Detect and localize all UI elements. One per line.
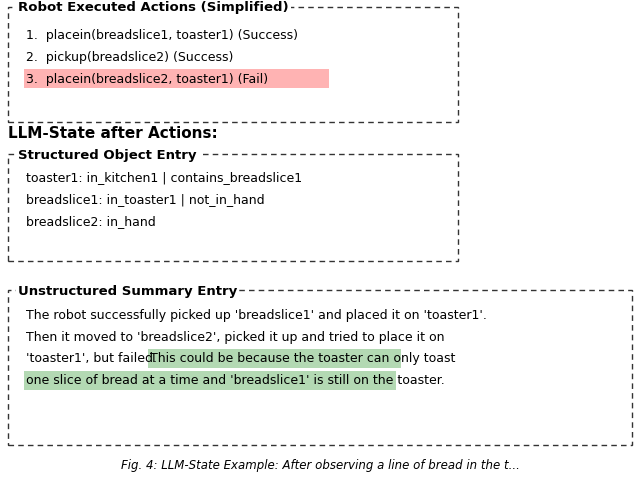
Text: 3.  placein(breadslice2, toaster1) (Fail): 3. placein(breadslice2, toaster1) (Fail)	[26, 72, 268, 85]
Text: Structured Object Entry: Structured Object Entry	[18, 148, 196, 161]
FancyBboxPatch shape	[24, 70, 329, 89]
FancyBboxPatch shape	[24, 371, 396, 390]
Text: Robot Executed Actions (Simplified): Robot Executed Actions (Simplified)	[18, 1, 289, 14]
Text: Unstructured Summary Entry: Unstructured Summary Entry	[18, 284, 237, 297]
Text: one slice of bread at a time and 'breadslice1' is still on the toaster.: one slice of bread at a time and 'breads…	[26, 374, 445, 387]
Text: toaster1: in_kitchen1 | contains_breadslice1: toaster1: in_kitchen1 | contains_breadsl…	[26, 171, 302, 184]
Text: The robot successfully picked up 'breadslice1' and placed it on 'toaster1'.: The robot successfully picked up 'breads…	[26, 308, 487, 321]
Text: Fig. 4: LLM-State Example: After observing a line of bread in the t...: Fig. 4: LLM-State Example: After observi…	[120, 458, 520, 471]
Text: 1.  placein(breadslice1, toaster1) (Success): 1. placein(breadslice1, toaster1) (Succe…	[26, 28, 298, 41]
Text: breadslice1: in_toaster1 | not_in_hand: breadslice1: in_toaster1 | not_in_hand	[26, 193, 264, 206]
Text: 'toaster1', but failed.: 'toaster1', but failed.	[26, 352, 161, 365]
Text: Then it moved to 'breadslice2', picked it up and tried to place it on: Then it moved to 'breadslice2', picked i…	[26, 330, 445, 343]
Text: This could be because the toaster can only toast: This could be because the toaster can on…	[150, 352, 456, 365]
Text: 2.  pickup(breadslice2) (Success): 2. pickup(breadslice2) (Success)	[26, 50, 234, 63]
FancyBboxPatch shape	[148, 349, 401, 368]
Text: breadslice2: in_hand: breadslice2: in_hand	[26, 215, 156, 228]
Text: LLM-State after Actions:: LLM-State after Actions:	[8, 125, 218, 140]
